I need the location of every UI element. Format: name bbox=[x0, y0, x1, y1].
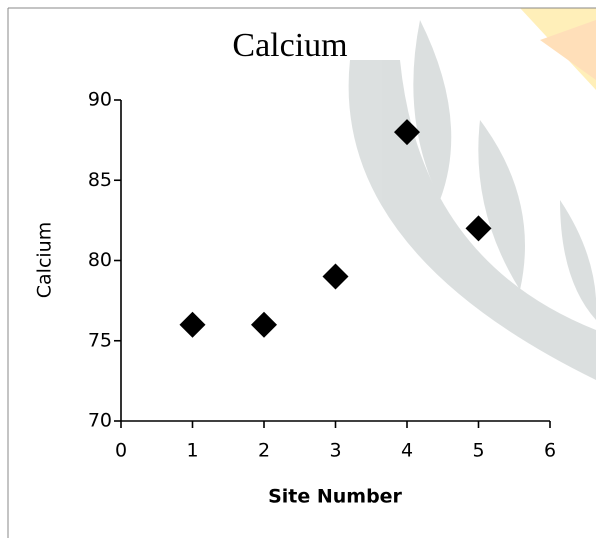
x-tick-label: 1 bbox=[186, 440, 198, 462]
chart: Calcium Site Number Calcium 70 75 80 85 90 0 1… bbox=[0, 0, 596, 538]
y-tick-label: 90 bbox=[88, 89, 112, 111]
x-tick-label: 3 bbox=[329, 440, 341, 462]
x-tick-label: 6 bbox=[544, 440, 556, 462]
y-tick-label: 75 bbox=[88, 329, 112, 351]
y-tick-label: 85 bbox=[88, 169, 112, 191]
x-tick-label: 5 bbox=[472, 440, 484, 462]
x-tick-label: 2 bbox=[258, 440, 270, 462]
y-tick-label: 70 bbox=[88, 410, 112, 432]
x-tick-label: 0 bbox=[115, 440, 127, 462]
x-axis-label: Site Number bbox=[268, 486, 402, 508]
x-tick-label: 4 bbox=[401, 440, 413, 462]
chart-title: Calcium bbox=[232, 27, 347, 64]
y-axis-label: Calcium bbox=[34, 222, 56, 298]
y-tick-label: 80 bbox=[88, 249, 112, 271]
